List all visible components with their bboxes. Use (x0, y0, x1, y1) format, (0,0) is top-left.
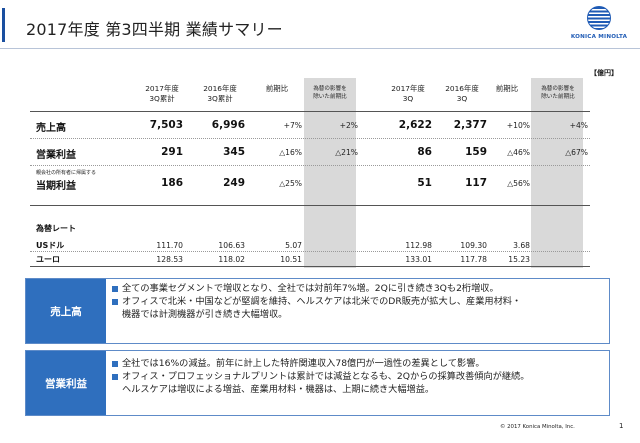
summary-bullet: 全社では16%の減益。前年に計上した特許関連収入78億円が一過性の差異として影響… (112, 357, 605, 370)
table-divider (30, 138, 590, 139)
table-divider (30, 205, 590, 206)
page-number: 1 (619, 422, 624, 430)
summary-heading-operating-profit: 営業利益 (26, 351, 106, 415)
table-cell: △25% (279, 179, 302, 188)
konica-minolta-globe-icon (587, 6, 611, 30)
fx-cell: 111.70 (156, 241, 183, 250)
row-sublabel: 親会社の所有者に帰属する (36, 170, 97, 176)
table-cell: 51 (417, 177, 432, 189)
table-cell: 86 (417, 146, 432, 158)
table-cell: 2,622 (398, 119, 432, 131)
fx-divider (30, 251, 590, 252)
table-cell: +2% (339, 121, 358, 130)
column-header: 前期比 (495, 84, 519, 93)
table-cell: 6,996 (211, 119, 245, 131)
table-cell: +7% (283, 121, 302, 130)
fx-heading: 為替レート (36, 224, 76, 233)
summary-bullet: オフィス・プロフェッショナルプリントは累計では減益となるも、2Qからの採算改善傾… (112, 370, 605, 396)
table-cell: 249 (223, 177, 245, 189)
fx-row-label: USドル (36, 241, 65, 250)
fx-adjusted-column-shade-cumulative (304, 78, 356, 268)
table-cell: 186 (161, 177, 183, 189)
table-cell: △67% (565, 148, 588, 157)
table-cell: △21% (335, 148, 358, 157)
table-cell: 159 (465, 146, 487, 158)
column-header: 為替の影響を 除いた前期比 (313, 86, 347, 100)
fx-cell: 117.78 (460, 255, 487, 264)
fx-cell: 133.01 (405, 255, 432, 264)
fx-cell: 112.98 (405, 241, 432, 250)
table-cell: 345 (223, 146, 245, 158)
company-logo: KONICA MINOLTA (569, 6, 629, 46)
column-header: 2016年度 3Q累計 (203, 84, 237, 103)
title-divider (0, 48, 640, 49)
table-cell: 117 (465, 177, 487, 189)
column-header: 前期比 (265, 84, 289, 93)
summary-bullets-operating-profit: 全社では16%の減益。前年に計上した特許関連収入78億円が一過性の差異として影響… (112, 357, 605, 396)
fx-adjusted-column-shade-quarter (531, 78, 583, 268)
summary-bullets-sales: 全ての事業セグメントで増収となり、全社では対前年7%増。2Qに引き続き3Qも2桁… (112, 282, 605, 321)
fx-cell: 15.23 (508, 255, 530, 264)
summary-heading-sales: 売上高 (26, 279, 106, 343)
summary-bullet: 全ての事業セグメントで増収となり、全社では対前年7%増。2Qに引き続き3Qも2桁… (112, 282, 605, 295)
title-bar: 2017年度 第3四半期 業績サマリー (0, 0, 640, 52)
row-label: 売上高 (36, 123, 66, 134)
fx-cell: 109.30 (460, 241, 487, 250)
column-header: 2017年度 3Q累計 (145, 84, 179, 103)
table-cell: +4% (569, 121, 588, 130)
table-cell: +10% (506, 121, 530, 130)
table-cell: 7,503 (149, 119, 183, 131)
logo-wordmark: KONICA MINOLTA (570, 34, 628, 40)
table-cell: 2,377 (453, 119, 487, 131)
title-accent-bar (2, 8, 5, 42)
fx-cell: 10.51 (280, 255, 302, 264)
page-title: 2017年度 第3四半期 業績サマリー (26, 20, 283, 39)
table-cell: 291 (161, 146, 183, 158)
fx-cell: 118.02 (218, 255, 245, 264)
summary-box-operating-profit: 営業利益 全社では16%の減益。前年に計上した特許関連収入78億円が一過性の差異… (25, 350, 610, 416)
row-label: 営業利益 (36, 150, 76, 161)
table-cell: △16% (279, 148, 302, 157)
summary-box-sales: 売上高 全ての事業セグメントで増収となり、全社では対前年7%増。2Qに引き続き3… (25, 278, 610, 344)
fx-row-label: ユーロ (36, 255, 60, 264)
column-header: 2017年度 3Q (391, 84, 425, 103)
fx-cell: 106.63 (218, 241, 245, 250)
unit-label: 【億円】 (590, 69, 618, 77)
column-header: 2016年度 3Q (445, 84, 479, 103)
row-label: 当期利益 (36, 181, 76, 192)
fx-cell: 3.68 (513, 241, 530, 250)
table-cell: △46% (507, 148, 530, 157)
summary-bullet: オフィスで北米・中国などが堅調を維持、ヘルスケアは北米でのDR販売が拡大し、産業… (112, 295, 605, 321)
fx-cell: 5.07 (285, 241, 302, 250)
fx-cell: 128.53 (156, 255, 183, 264)
column-header: 為替の影響を 除いた前期比 (541, 86, 575, 100)
fx-bottom-rule (30, 266, 590, 267)
copyright-text: © 2017 Konica Minolta, Inc. (500, 424, 575, 430)
table-divider (30, 111, 590, 112)
table-cell: △56% (507, 179, 530, 188)
table-divider (30, 165, 590, 166)
